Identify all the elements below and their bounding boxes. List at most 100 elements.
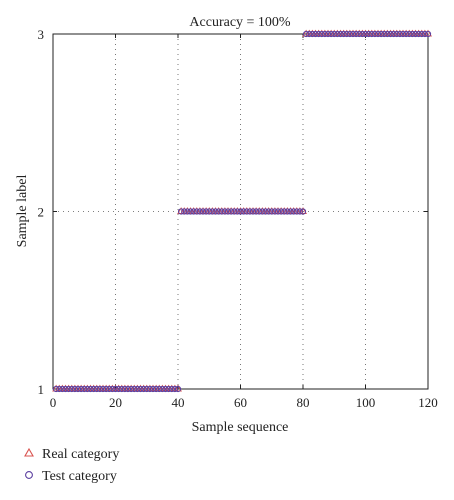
test-category-point <box>196 208 203 215</box>
test-category-point <box>312 30 319 38</box>
test-category-point <box>281 208 288 215</box>
test-category-point <box>59 385 66 393</box>
test-category-point <box>206 208 213 215</box>
test-category-point <box>249 208 257 215</box>
test-category-point <box>78 385 85 393</box>
test-category-point <box>81 385 88 393</box>
test-category-point <box>156 385 163 393</box>
test-category-point <box>128 385 135 393</box>
test-category-point <box>359 30 366 38</box>
test-category-point <box>365 30 372 38</box>
test-category-point <box>212 208 219 215</box>
legend: Real category Test category <box>24 447 119 484</box>
test-category-point <box>68 385 75 393</box>
test-category-point <box>221 208 228 215</box>
test-category-point <box>415 30 422 38</box>
test-category-point <box>165 385 172 393</box>
test-category-point <box>371 30 378 38</box>
test-category-point <box>406 30 413 38</box>
test-category-point <box>362 30 369 38</box>
test-category-point <box>174 385 182 393</box>
legend-item-test: Test category <box>25 469 117 484</box>
test-category-point <box>274 208 282 215</box>
test-category-point <box>299 208 307 215</box>
x-tick-label: 20 <box>109 395 122 410</box>
legend-triangle-icon <box>24 447 34 457</box>
grid <box>53 34 428 389</box>
test-category-point <box>290 208 297 215</box>
test-category-point <box>315 30 322 38</box>
x-tick-label: 100 <box>356 395 376 410</box>
test-category-point <box>181 208 188 215</box>
test-category-point <box>118 385 125 393</box>
test-category-point <box>396 30 403 38</box>
test-category-point <box>353 30 360 38</box>
test-category-point <box>99 385 107 393</box>
legend-label-real: Real category <box>42 447 119 462</box>
test-category-point <box>93 385 100 393</box>
test-category-point <box>318 30 325 38</box>
test-category-point <box>412 30 419 38</box>
test-category-point <box>265 208 272 215</box>
test-category-point <box>303 30 310 38</box>
test-category-point <box>53 385 60 393</box>
test-category-point <box>321 30 328 38</box>
test-category-point <box>146 385 153 393</box>
test-category-point <box>103 385 110 393</box>
test-category-point <box>337 30 344 38</box>
test-category-point <box>346 30 353 38</box>
test-category-point <box>424 30 432 38</box>
test-category-point <box>184 208 191 215</box>
test-category-point <box>231 208 238 215</box>
test-category-point <box>178 208 185 215</box>
test-category-point <box>243 208 250 215</box>
test-category-point <box>218 208 225 215</box>
test-category-point <box>246 208 253 215</box>
y-tick-label: 1 <box>38 382 45 397</box>
test-category-point <box>240 208 247 215</box>
test-category-point <box>209 208 216 215</box>
legend-circle-icon <box>25 471 33 479</box>
test-category-point <box>109 385 116 393</box>
test-category-point <box>137 385 144 393</box>
test-category-point <box>224 208 232 215</box>
test-category-point <box>187 208 194 215</box>
test-category-point <box>328 30 335 38</box>
test-category-point <box>74 385 82 393</box>
test-category-point <box>234 208 241 215</box>
x-tick-label: 40 <box>172 395 185 410</box>
test-category-point <box>143 385 150 393</box>
test-category-point <box>393 30 400 38</box>
test-category-point <box>190 208 197 215</box>
test-category-point <box>168 385 175 393</box>
plot-frame <box>52 33 429 390</box>
test-category-point <box>409 30 416 38</box>
legend-item-real: Real category <box>24 447 119 462</box>
test-category-point <box>228 208 235 215</box>
axis-ticks: 0 20 40 60 80 100 120 1 2 3 <box>38 27 438 410</box>
test-category-point <box>112 385 119 393</box>
x-tick-label: 60 <box>234 395 247 410</box>
test-category-point <box>96 385 103 393</box>
test-category-point <box>256 208 263 215</box>
y-tick-label: 2 <box>38 205 45 220</box>
test-category-point <box>62 385 69 393</box>
x-tick-label: 80 <box>297 395 310 410</box>
test-category-point <box>384 30 391 38</box>
test-category-point <box>418 30 425 38</box>
test-category-point <box>65 385 72 393</box>
test-category-point <box>374 30 382 38</box>
x-axis-title: Sample sequence <box>192 420 289 435</box>
test-category-point <box>121 385 128 393</box>
real-category-point <box>174 384 182 392</box>
real-category-point <box>424 29 432 37</box>
test-category-point <box>334 30 341 38</box>
test-category-point <box>284 208 291 215</box>
test-category-point <box>153 385 160 393</box>
real-category-point <box>299 207 307 214</box>
data-markers <box>52 29 432 393</box>
test-category-point <box>134 385 141 393</box>
test-category-point <box>162 385 169 393</box>
chart-title: Accuracy = 100% <box>189 15 291 30</box>
test-category-point <box>293 208 300 215</box>
